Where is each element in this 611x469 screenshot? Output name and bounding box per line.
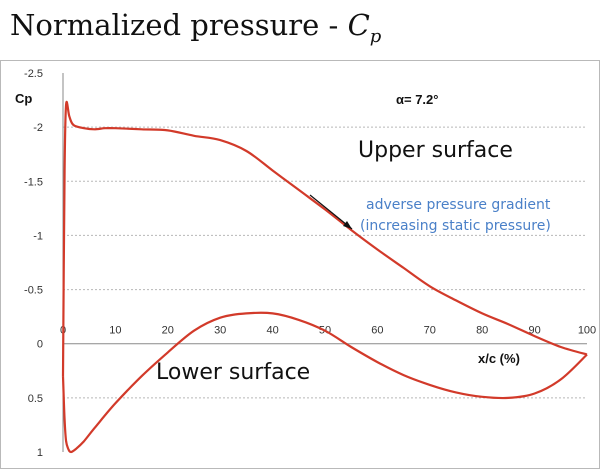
y-tick-label: 0.5 (28, 393, 43, 405)
alpha-annotation: α= 7.2° (396, 92, 438, 107)
x-tick-label: 20 (162, 325, 174, 337)
x-axis-label: x/c (%) (478, 351, 520, 366)
x-tick-label: 70 (424, 325, 436, 337)
y-tick-label: -2.5 (24, 68, 43, 80)
y-tick-label: -1.5 (24, 176, 43, 188)
page-title: Normalized pressure - Cp (10, 8, 381, 47)
y-tick-label: 1 (37, 447, 43, 459)
x-tick-label: 30 (214, 325, 226, 337)
x-tick-label: 80 (476, 325, 488, 337)
gradient-arrow-head (343, 221, 352, 229)
gradient-arrow (309, 194, 353, 230)
title-cp-letter: C (347, 8, 370, 42)
gradient-label-line1: adverse pressure gradient (366, 197, 551, 213)
y-tick-label: -1 (33, 230, 43, 242)
upper-surface-curve (61, 100, 588, 377)
lower-surface-curve (61, 311, 588, 454)
upper-surface-label: Upper surface (358, 138, 513, 163)
gradient-label-line2: (increasing static pressure) (360, 218, 551, 234)
y-axis-label: Cp (15, 91, 32, 106)
x-tick-label: 100 (578, 325, 596, 337)
lower-surface-label: Lower surface (156, 360, 310, 385)
title-cp-subscript: p (369, 25, 382, 47)
tick-layer: -2.5-2-1.5-1-0.500.510 10 20 30 40 50 60 70 80 90… (24, 68, 596, 459)
x-tick-label: 40 (266, 325, 278, 337)
title-cp-symbol: Cp (347, 8, 382, 47)
curve-layer (61, 100, 588, 454)
x-tick-label: 60 (371, 325, 383, 337)
x-tick-label: 10 (109, 325, 121, 337)
y-tick-label: -0.5 (24, 285, 43, 297)
title-text: Normalized pressure - (10, 8, 348, 42)
y-tick-label: -2 (33, 122, 43, 134)
y-tick-label: 0 (37, 339, 43, 351)
